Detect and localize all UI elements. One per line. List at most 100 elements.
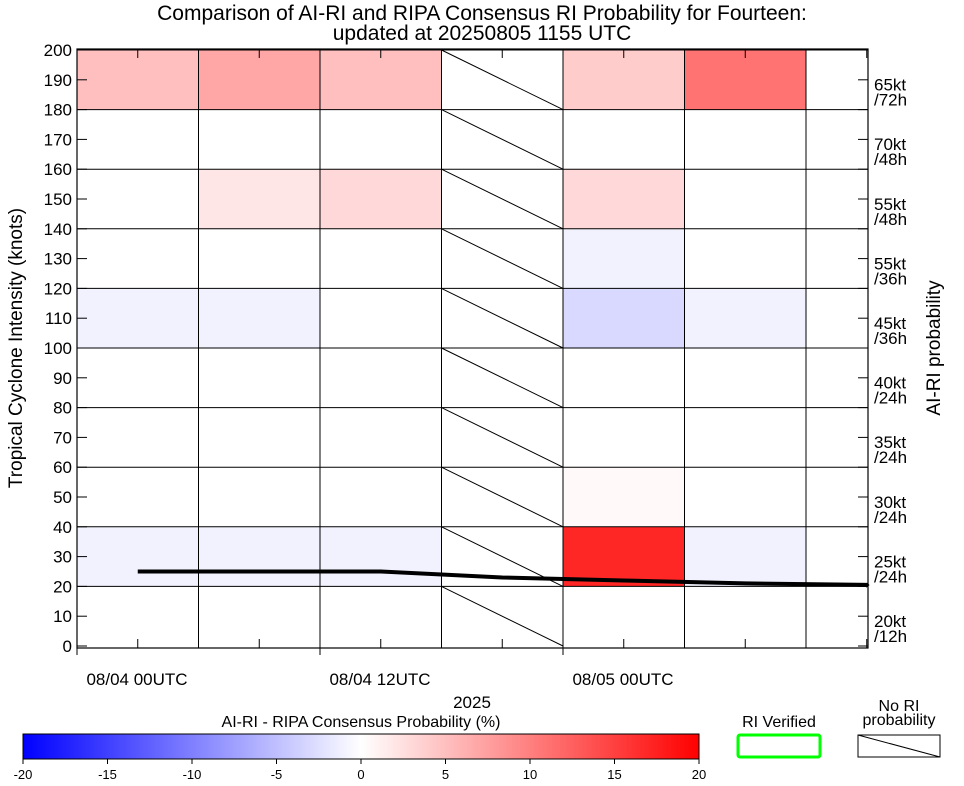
no-ri-diagonal-180-3 (441, 49, 564, 111)
threshold-label-80-kt: 40kt (874, 374, 906, 393)
y-tick-label-10: 10 (53, 607, 72, 626)
threshold-label-60-hr: /24h (874, 448, 907, 467)
threshold-label-180-hr: /72h (874, 91, 907, 110)
no-ri-swatch-diagonal (857, 734, 941, 758)
threshold-label-0-kt: 20kt (874, 612, 906, 631)
intensity-line (137, 569, 870, 588)
y-tick-label-100: 100 (44, 339, 72, 358)
no-ri-diagonal-0-3 (441, 585, 564, 647)
y-tick-label-80: 80 (53, 399, 72, 418)
y-tick-label-130: 130 (44, 250, 72, 269)
chart-subtitle: updated at 20250805 1155 UTC (333, 22, 632, 45)
colorbar-tick-label-0: 0 (357, 767, 364, 782)
y-tick-label-60: 60 (53, 458, 72, 477)
threshold-label-160-hr: /48h (874, 150, 907, 169)
threshold-label-20-kt: 25kt (874, 552, 906, 571)
heatmap-cell-20-4 (563, 526, 685, 587)
heatmap-cell-20-2 (320, 526, 442, 587)
colorbar-tick-label-20: 20 (692, 767, 706, 782)
x-axis-label: 2025 (453, 693, 491, 712)
y-tick-label-170: 170 (44, 130, 72, 149)
no-ri-diagonal-140-3 (441, 168, 564, 230)
colorbar-tick-label--10: -10 (183, 767, 202, 782)
heatmap-cell-140-4 (563, 169, 685, 229)
y-tick-label-140: 140 (44, 220, 72, 239)
x-tick-label-0: 08/04 00UTC (86, 670, 187, 689)
threshold-label-120-kt: 55kt (874, 254, 906, 273)
heatmap-cell-180-0 (77, 50, 199, 110)
right-threshold-labels: 20kt/12h25kt/24h30kt/24h35kt/24h40kt/24h… (874, 76, 907, 646)
heatmap-cell-180-1 (198, 50, 320, 110)
heatmap-cell-100-4 (563, 288, 685, 348)
no-ri-label-line1: No RI (879, 698, 920, 715)
colorbar-tick-label-10: 10 (523, 767, 537, 782)
y-tick-label-30: 30 (53, 548, 72, 567)
threshold-label-160-kt: 70kt (874, 135, 906, 154)
axis-ticks (76, 49, 868, 655)
y-tick-label-190: 190 (44, 71, 72, 90)
intensity-line-group (137, 569, 870, 588)
y-tick-label-90: 90 (53, 369, 72, 388)
y-tick-label-110: 110 (45, 309, 72, 328)
grid-lines (76, 48, 869, 649)
heatmap-cell-100-0 (77, 288, 199, 348)
heatmap-cell-140-1 (198, 169, 320, 229)
no-ri-label-line2: probability (863, 712, 936, 729)
ri-verified-label: RI Verified (742, 714, 816, 731)
colorbar-tick-label--15: -15 (98, 767, 117, 782)
threshold-label-100-kt: 45kt (874, 314, 906, 333)
no-ri-diagonal-60-3 (441, 407, 564, 468)
y-tick-label-50: 50 (53, 488, 72, 507)
colorbar (22, 733, 700, 760)
y2-axis-label: AI-RI probability (924, 280, 945, 416)
threshold-label-40-hr: /24h (874, 508, 907, 527)
heatmap-cell-180-2 (320, 50, 442, 110)
heatmap-cell-20-0 (77, 526, 199, 587)
threshold-label-100-hr: /36h (874, 329, 907, 348)
threshold-label-140-kt: 55kt (874, 195, 906, 214)
colorbar-label: AI-RI - RIPA Consensus Probability (%) (222, 714, 501, 731)
heatmap-cell-40-4 (563, 467, 685, 527)
heatmap-cells (77, 50, 806, 587)
no-ri-diagonal-100-3 (441, 287, 564, 349)
heatmap-cell-180-5 (684, 50, 806, 110)
no-ri-diagonal-40-3 (441, 466, 564, 528)
colorbar-ticks: -20 -15 -10 -5 0 5 10 15 20 (14, 759, 706, 782)
no-ri-diagonal-120-3 (441, 228, 564, 289)
threshold-label-120-hr: /36h (874, 269, 907, 288)
y-tick-label-200: 200 (44, 41, 72, 60)
threshold-label-0-hr: /12h (874, 627, 907, 646)
y-tick-label-20: 20 (53, 577, 72, 596)
x-tick-label-2: 08/04 12UTC (329, 670, 430, 689)
y-tick-label-150: 150 (44, 190, 72, 209)
y-axis-label: Tropical Cyclone Intensity (knots) (6, 208, 27, 488)
y-tick-label-180: 180 (44, 101, 72, 120)
heatmap-cell-120-4 (563, 228, 685, 289)
threshold-label-180-kt: 65kt (874, 76, 906, 95)
y-tick-label-70: 70 (53, 428, 72, 447)
y-tick-label-160: 160 (44, 160, 72, 179)
colorbar-tick-label-15: 15 (607, 767, 621, 782)
colorbar-tick-label-5: 5 (442, 767, 449, 782)
ri-verified-swatch (736, 733, 822, 759)
colorbar-tick-label--5: -5 (271, 767, 283, 782)
threshold-label-80-hr: /24h (874, 389, 907, 408)
heatmap-cell-20-5 (684, 526, 806, 587)
no-ri-diagonal-80-3 (441, 347, 564, 409)
threshold-label-40-kt: 30kt (874, 493, 906, 512)
y-tick-labels: 0 10 20 30 40 50 60 70 80 90 100 110 120 130 140 150 160… (44, 41, 72, 656)
heatmap-cell-180-4 (563, 50, 685, 110)
threshold-label-20-hr: /24h (874, 567, 907, 586)
no-ri-diagonal-160-3 (441, 109, 564, 170)
threshold-label-60-kt: 35kt (874, 433, 906, 452)
colorbar-tick-label--20: -20 (14, 767, 33, 782)
heatmap-cell-100-5 (684, 288, 806, 348)
x-tick-label-4: 08/05 00UTC (572, 670, 673, 689)
y-tick-label-120: 120 (44, 279, 72, 298)
x-tick-labels: 08/04 00UTC 08/04 12UTC 08/05 00UTC (86, 670, 673, 689)
y-tick-label-0: 0 (63, 637, 72, 656)
heatmap-cell-100-1 (198, 288, 320, 348)
chart-title: Comparison of AI-RI and RIPA Consensus R… (157, 2, 807, 25)
threshold-label-140-hr: /48h (874, 210, 907, 229)
